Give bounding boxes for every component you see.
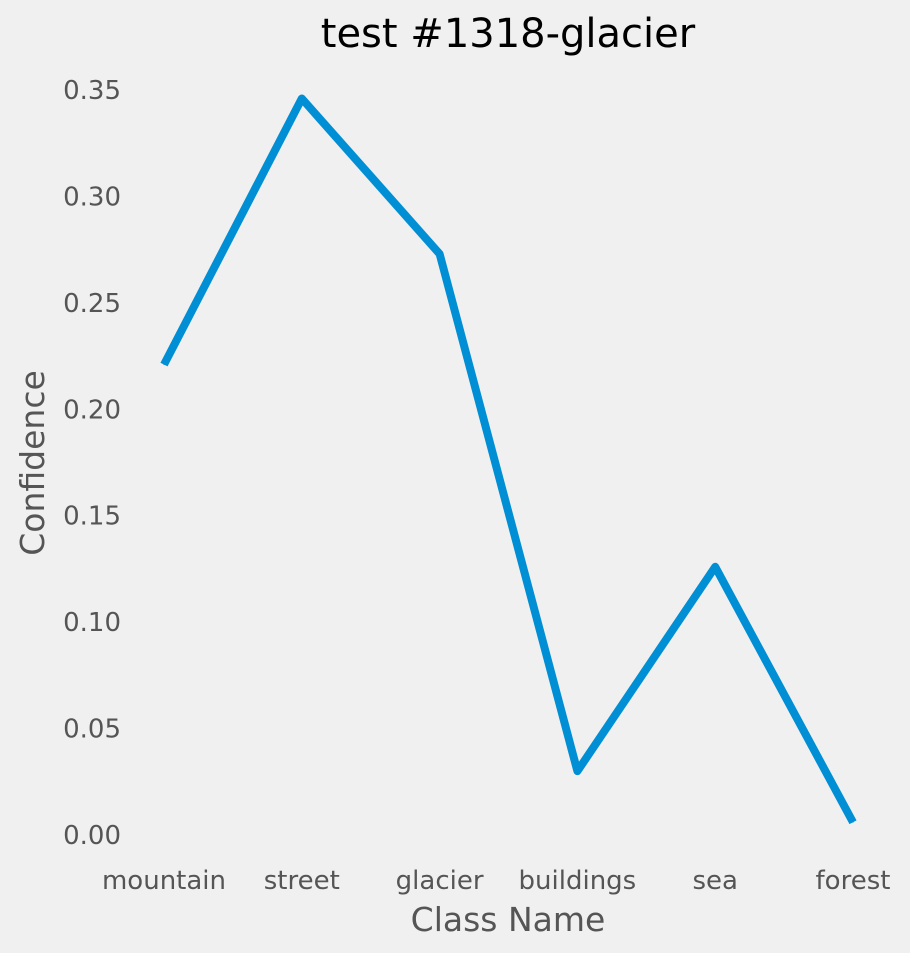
y-tick-label: 0.35 (63, 76, 121, 106)
series-line (160, 94, 857, 825)
chart-title: test #1318-glacier (321, 11, 696, 57)
y-tick-label: 0.25 (63, 289, 121, 319)
data-point (852, 821, 854, 823)
x-axis-ticks: mountain street glacier buildings sea forest (102, 866, 890, 896)
y-tick-label: 0.20 (63, 395, 121, 425)
y-axis-label: Confidence (13, 370, 52, 556)
data-point (576, 770, 578, 772)
data-point (714, 566, 716, 568)
data-point (163, 364, 165, 366)
x-tick-label: mountain (102, 866, 226, 896)
x-tick-label: forest (816, 866, 891, 896)
series-layer (160, 94, 857, 825)
data-point (301, 98, 303, 100)
x-tick-label: sea (692, 866, 737, 896)
y-axis-ticks: 0.00 0.05 0.10 0.15 0.20 0.25 0.30 0.35 (63, 76, 121, 851)
y-tick-label: 0.10 (63, 608, 121, 638)
x-tick-label: buildings (519, 866, 637, 896)
x-tick-label: street (264, 866, 340, 896)
x-axis-label: Class Name (411, 900, 606, 939)
y-tick-label: 0.15 (63, 502, 121, 532)
y-tick-label: 0.05 (63, 715, 121, 745)
data-point (439, 253, 441, 255)
y-tick-label: 0.00 (63, 821, 121, 851)
y-tick-label: 0.30 (63, 182, 121, 212)
x-tick-label: glacier (396, 866, 484, 896)
